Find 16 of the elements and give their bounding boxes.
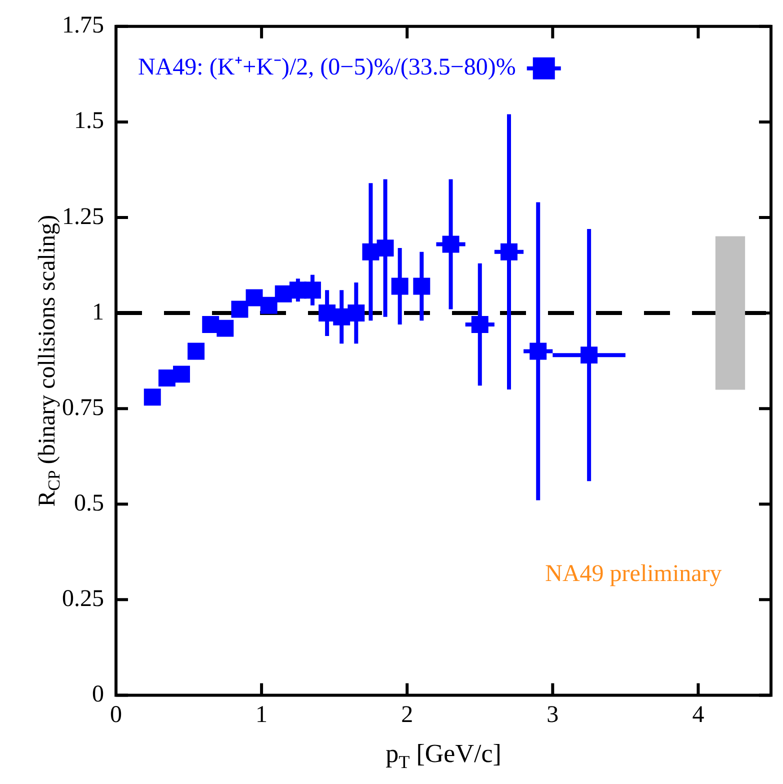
y-tick-label: 1.25 bbox=[62, 204, 104, 230]
y-tick-label: 0.5 bbox=[74, 490, 104, 516]
y-tick-label: 1.5 bbox=[74, 108, 104, 134]
x-tick-label: 0 bbox=[110, 702, 122, 728]
y-tick-label: 1 bbox=[92, 299, 104, 326]
x-tick-label: 2 bbox=[401, 702, 414, 728]
y-axis-title: RCP (binary collisions scaling) bbox=[34, 214, 64, 507]
x-tick-label: 4 bbox=[692, 702, 704, 728]
annotation: NA49 preliminary bbox=[545, 561, 722, 588]
y-tick-label: 0.75 bbox=[62, 394, 104, 421]
x-tick-label: 1 bbox=[256, 702, 268, 728]
legend-label: NA49: (K⁺+K⁻)/2, (0−5)%/(33.5−80)% bbox=[138, 54, 516, 81]
y-tick-label: 1.75 bbox=[62, 12, 104, 39]
x-tick-label: 3 bbox=[546, 702, 559, 728]
y-tick-label: 0 bbox=[92, 681, 104, 708]
y-tick-label: 0.25 bbox=[62, 586, 104, 612]
